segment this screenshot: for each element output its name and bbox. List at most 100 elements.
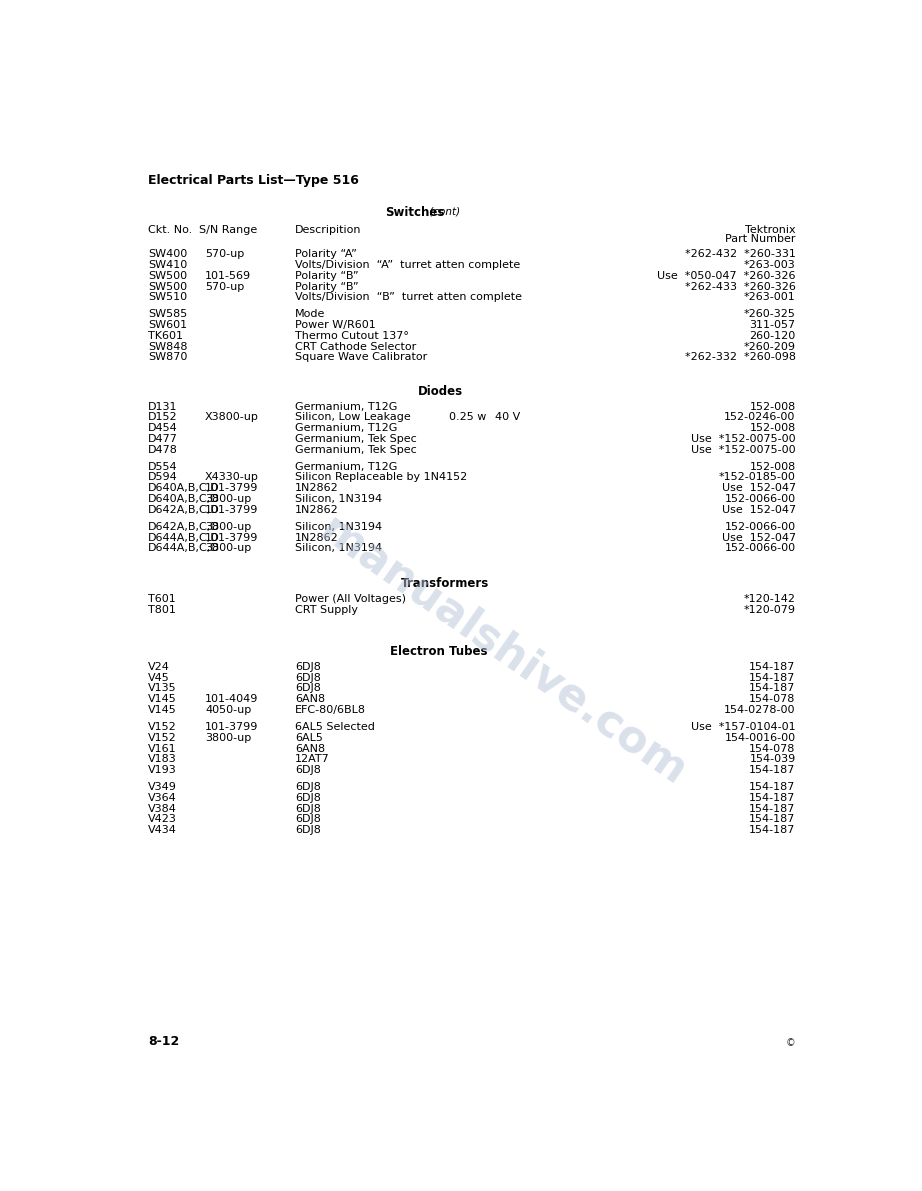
Text: SW585: SW585 bbox=[148, 310, 187, 319]
Text: D640A,B,C,D: D640A,B,C,D bbox=[148, 494, 219, 504]
Text: Power W/R601: Power W/R601 bbox=[295, 320, 376, 330]
Text: V145: V145 bbox=[148, 705, 176, 715]
Text: Volts/Division  “A”  turret atten complete: Volts/Division “A” turret atten complete bbox=[295, 260, 520, 270]
Text: T801: T801 bbox=[148, 605, 176, 615]
Text: *152-0185-00: *152-0185-00 bbox=[719, 473, 796, 482]
Text: 6DJ8: 6DJ8 bbox=[295, 673, 321, 682]
Text: 101-3799: 101-3799 bbox=[206, 722, 258, 732]
Text: 101-3799: 101-3799 bbox=[206, 484, 258, 493]
Text: Descripition: Descripition bbox=[295, 225, 361, 235]
Text: T601: T601 bbox=[148, 594, 175, 604]
Text: 152-0246-00: 152-0246-00 bbox=[725, 412, 796, 423]
Text: V152: V152 bbox=[148, 722, 176, 732]
Text: 6DJ8: 6DJ8 bbox=[295, 684, 321, 693]
Text: 101-569: 101-569 bbox=[206, 270, 252, 281]
Text: 152-0066-00: 152-0066-00 bbox=[725, 494, 796, 504]
Text: D640A,B,C,D: D640A,B,C,D bbox=[148, 484, 219, 493]
Text: 3800-up: 3800-up bbox=[206, 494, 252, 504]
Text: 6DJ8: 6DJ8 bbox=[295, 765, 321, 775]
Text: 40 V: 40 V bbox=[495, 412, 520, 423]
Text: Mode: Mode bbox=[295, 310, 325, 319]
Text: 1N2862: 1N2862 bbox=[295, 532, 338, 543]
Text: Silicon Replaceable by 1N4152: Silicon Replaceable by 1N4152 bbox=[295, 473, 467, 482]
Text: 3800-up: 3800-up bbox=[206, 543, 252, 554]
Text: 6AN8: 6AN8 bbox=[295, 694, 325, 704]
Text: V364: V364 bbox=[148, 793, 176, 803]
Text: V152: V152 bbox=[148, 732, 176, 743]
Text: 154-187: 154-187 bbox=[750, 765, 796, 775]
Text: Part Number: Part Number bbox=[726, 233, 796, 244]
Text: 154-187: 154-187 bbox=[750, 673, 796, 682]
Text: Polarity “A”: Polarity “A” bbox=[295, 249, 357, 260]
Text: SW500: SW500 bbox=[148, 281, 187, 292]
Text: 154-187: 154-187 bbox=[750, 804, 796, 813]
Text: 570-up: 570-up bbox=[206, 249, 244, 260]
Text: X3800-up: X3800-up bbox=[206, 412, 259, 423]
Text: X4330-up: X4330-up bbox=[206, 473, 259, 482]
Text: Switches: Switches bbox=[385, 206, 444, 219]
Text: V45: V45 bbox=[148, 673, 170, 682]
Text: Use  *157-0104-01: Use *157-0104-01 bbox=[692, 722, 796, 732]
Text: 6DJ8: 6DJ8 bbox=[295, 782, 321, 792]
Text: 152-008: 152-008 bbox=[750, 401, 796, 412]
Text: CRT Cathode Selector: CRT Cathode Selector bbox=[295, 342, 417, 351]
Text: Silicon, Low Leakage: Silicon, Low Leakage bbox=[295, 412, 411, 423]
Text: V349: V349 bbox=[148, 782, 177, 792]
Text: ©: © bbox=[786, 1037, 796, 1048]
Text: Power (All Voltages): Power (All Voltages) bbox=[295, 594, 406, 604]
Text: SW870: SW870 bbox=[148, 353, 187, 362]
Text: Silicon, 1N3194: Silicon, 1N3194 bbox=[295, 543, 383, 554]
Text: V135: V135 bbox=[148, 684, 176, 693]
Text: Electron Tubes: Electron Tubes bbox=[390, 646, 488, 657]
Text: 101-4049: 101-4049 bbox=[206, 694, 258, 704]
Text: 154-187: 154-187 bbox=[750, 684, 796, 693]
Text: 101-3799: 101-3799 bbox=[206, 505, 258, 515]
Text: SW848: SW848 bbox=[148, 342, 187, 351]
Text: 154-187: 154-187 bbox=[750, 825, 796, 835]
Text: SW601: SW601 bbox=[148, 320, 187, 330]
Text: *263-001: *263-001 bbox=[744, 292, 796, 303]
Text: D642A,B,C,D: D642A,B,C,D bbox=[148, 522, 219, 531]
Text: *262-332  *260-098: *262-332 *260-098 bbox=[685, 353, 796, 362]
Text: D478: D478 bbox=[148, 444, 178, 455]
Text: 152-008: 152-008 bbox=[750, 462, 796, 472]
Text: 154-187: 154-187 bbox=[750, 662, 796, 672]
Text: Germanium, Tek Spec: Germanium, Tek Spec bbox=[295, 444, 417, 455]
Text: *260-325: *260-325 bbox=[744, 310, 796, 319]
Text: *262-433  *260-326: *262-433 *260-326 bbox=[685, 281, 796, 292]
Text: *120-142: *120-142 bbox=[744, 594, 796, 604]
Text: V434: V434 bbox=[148, 825, 177, 835]
Text: V183: V183 bbox=[148, 754, 176, 765]
Text: 260-120: 260-120 bbox=[750, 331, 796, 341]
Text: V24: V24 bbox=[148, 662, 170, 672]
Text: Electrical Parts List—Type 516: Electrical Parts List—Type 516 bbox=[148, 174, 359, 187]
Text: D644A,B,C,D: D644A,B,C,D bbox=[148, 532, 219, 543]
Text: *120-079: *120-079 bbox=[744, 605, 796, 615]
Text: 154-078: 154-078 bbox=[750, 694, 796, 704]
Text: EFC-80/6BL8: EFC-80/6BL8 bbox=[295, 705, 366, 715]
Text: 6AN8: 6AN8 bbox=[295, 743, 325, 754]
Text: 6AL5: 6AL5 bbox=[295, 732, 323, 743]
Text: 6DJ8: 6DJ8 bbox=[295, 662, 321, 672]
Text: 6DJ8: 6DJ8 bbox=[295, 825, 321, 835]
Text: 3800-up: 3800-up bbox=[206, 522, 252, 531]
Text: manualshive.com: manualshive.com bbox=[311, 507, 694, 794]
Text: TK601: TK601 bbox=[148, 331, 183, 341]
Text: Use  *152-0075-00: Use *152-0075-00 bbox=[692, 444, 796, 455]
Text: D152: D152 bbox=[148, 412, 177, 423]
Text: 8-12: 8-12 bbox=[148, 1035, 179, 1048]
Text: V161: V161 bbox=[148, 743, 176, 754]
Text: 0.25 w: 0.25 w bbox=[448, 412, 486, 423]
Text: D594: D594 bbox=[148, 473, 178, 482]
Text: Use  *152-0075-00: Use *152-0075-00 bbox=[692, 434, 796, 444]
Text: Germanium, Tek Spec: Germanium, Tek Spec bbox=[295, 434, 417, 444]
Text: 154-078: 154-078 bbox=[750, 743, 796, 754]
Text: Tektronix: Tektronix bbox=[745, 225, 796, 235]
Text: D554: D554 bbox=[148, 462, 177, 472]
Text: 4050-up: 4050-up bbox=[206, 705, 252, 715]
Text: Transformers: Transformers bbox=[400, 578, 489, 591]
Text: Germanium, T12G: Germanium, T12G bbox=[295, 401, 397, 412]
Text: Use  *050-047  *260-326: Use *050-047 *260-326 bbox=[657, 270, 796, 281]
Text: Germanium, T12G: Germanium, T12G bbox=[295, 423, 397, 434]
Text: S/N Range: S/N Range bbox=[199, 225, 257, 235]
